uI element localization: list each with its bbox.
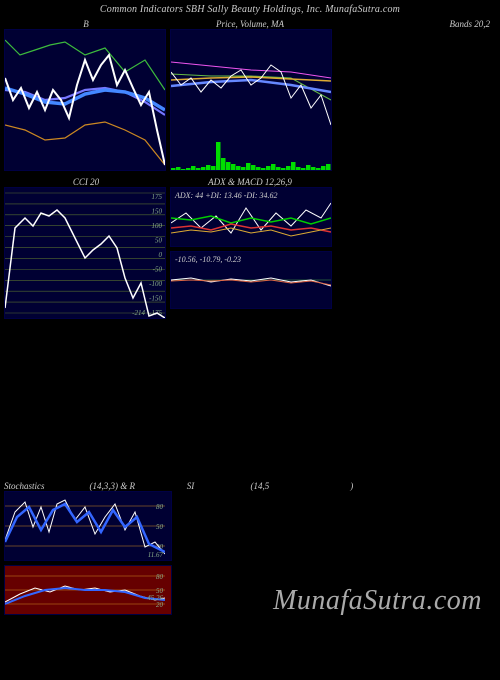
page-header: Common Indicators SBH Sally Beauty Holdi…: [0, 0, 500, 17]
row-1: [0, 29, 500, 171]
svg-text:-10.56, -10.79, -0.23: -10.56, -10.79, -0.23: [175, 255, 241, 264]
macd-chart: -10.56, -10.79, -0.23: [170, 251, 332, 309]
rsi-chart: 80502045.26: [4, 565, 172, 615]
adx-macd-title: ADX & MACD 12,26,9: [168, 177, 332, 187]
svg-text:175: 175: [152, 193, 163, 201]
adx-macd-column: ADX: 44 +DI: 13.46 -DI: 34.62 -10.56, -1…: [170, 187, 332, 319]
svg-text:-100: -100: [149, 280, 162, 288]
row2-titles: CCI 20 ADX & MACD 12,26,9: [0, 175, 500, 187]
svg-text:ADX: 44 +DI: 13.46 -DI: 34.6: ADX: 44 +DI: 13.46 -DI: 34.62: [174, 191, 278, 200]
svg-text:45.26: 45.26: [147, 594, 163, 602]
bbands-chart: [4, 29, 166, 171]
row-2: 175150100500-50-100-150-175-214 ADX: 44 …: [0, 187, 500, 319]
svg-text:0: 0: [159, 251, 163, 259]
bands-label: Bands 20,2: [332, 19, 496, 29]
svg-text:100: 100: [152, 222, 163, 230]
svg-text:80: 80: [156, 503, 164, 511]
price-ma-title: Price, Volume, MA: [216, 19, 284, 29]
svg-text:-50: -50: [153, 266, 163, 274]
svg-text:50: 50: [156, 523, 164, 531]
adx-chart: ADX: 44 +DI: 13.46 -DI: 34.62: [170, 187, 332, 247]
svg-text:-214: -214: [132, 309, 145, 317]
svg-text:-150: -150: [149, 295, 162, 303]
bbands-title: B: [4, 19, 168, 29]
cci-chart: 175150100500-50-100-150-175-214: [4, 187, 166, 319]
row-3: 80 50 20 11.67 80502045.26: [0, 491, 176, 615]
spacer: [0, 319, 500, 479]
svg-text:50: 50: [155, 237, 163, 245]
svg-text:11.67: 11.67: [148, 551, 164, 559]
price-ma-chart: [170, 29, 332, 171]
row1-titles: B Price, Volume, MA Bands 20,2: [0, 17, 500, 29]
svg-text:150: 150: [152, 208, 163, 216]
svg-text:80: 80: [156, 573, 164, 581]
watermark: MunafaSutra.com: [273, 585, 482, 617]
stoch-rsi-title: Stochastics (14,3,3) & R SI (14,5 ): [4, 481, 496, 491]
svg-text:20: 20: [156, 601, 164, 609]
stochastics-chart: 80502011.67: [4, 491, 172, 561]
cci-title: CCI 20: [4, 177, 168, 187]
row3-titles: Stochastics (14,3,3) & R SI (14,5 ): [0, 479, 500, 491]
